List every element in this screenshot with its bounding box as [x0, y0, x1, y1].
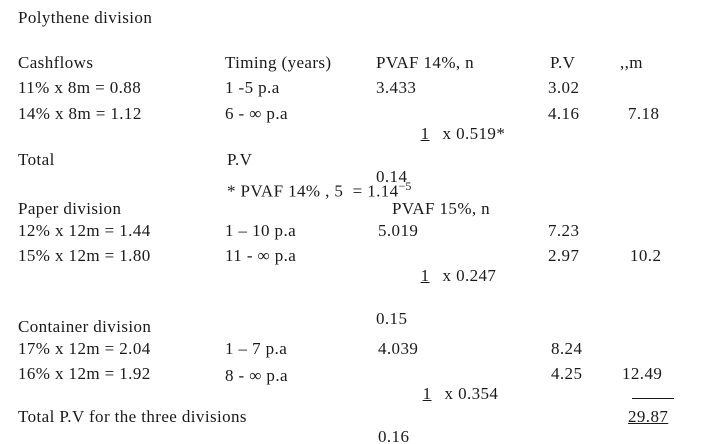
grand-total-label: Total P.V for the three divisions	[18, 407, 247, 426]
col-header-m: ,,m	[620, 53, 643, 72]
fraction-denominator: 0.14	[376, 167, 408, 186]
fraction-multiplier: x 0.519*	[442, 124, 506, 143]
timing-value: 1 -5 p.a	[225, 78, 280, 97]
container-title: Container division	[18, 317, 152, 336]
paper-title: Paper division	[18, 199, 122, 218]
col-header-pvaf-14: PVAF 14%, n	[376, 53, 475, 72]
pvaf-fraction: 1 x 0.519* 0.14	[376, 104, 505, 227]
cashflow-value: 15% x 12m = 1.80	[18, 246, 151, 265]
timing-value: 8 - ∞ p.a	[225, 366, 288, 385]
fraction-numerator: 1	[420, 124, 430, 143]
col-header-timing: Timing (years)	[225, 53, 332, 72]
timing-value: 1 – 7 p.a	[225, 339, 288, 358]
pvaf-value: 5.019	[378, 221, 419, 240]
grand-total-value: 29.87	[628, 407, 669, 426]
pv-value: 8.24	[551, 339, 583, 358]
m-value: 7.18	[628, 104, 660, 123]
timing-value: 11 - ∞ p.a	[225, 246, 297, 265]
pv-value: 2.97	[548, 246, 580, 265]
cashflow-value: 11% x 8m = 0.88	[18, 78, 142, 97]
cashflow-value: 14% x 8m = 1.12	[18, 104, 142, 123]
col-header-cashflows: Cashflows	[18, 53, 94, 72]
fraction-numerator: 1	[420, 266, 430, 285]
m-value: 10.2	[630, 246, 662, 265]
polythene-title: Polythene division	[18, 8, 153, 27]
footnote-exponent: −5	[398, 179, 412, 193]
fraction-multiplier: x 0.247	[442, 266, 497, 285]
pvaf-value: 3.433	[376, 78, 417, 97]
cashflow-value: 17% x 12m = 2.04	[18, 339, 151, 358]
fraction-multiplier: x 0.354	[444, 384, 499, 403]
total-pv-label: P.V	[227, 150, 253, 169]
pv-value: 3.02	[548, 78, 580, 97]
pv-value: 7.23	[548, 221, 580, 240]
cashflow-value: 16% x 12m = 1.92	[18, 364, 151, 383]
footnote-text: * PVAF 14% , 5 = 1.14	[227, 181, 399, 201]
total-label: Total	[18, 150, 55, 169]
fraction-denominator: 0.15	[376, 309, 408, 328]
cashflow-value: 12% x 12m = 1.44	[18, 221, 151, 240]
fraction-numerator: 1	[422, 384, 432, 403]
pvaf-fraction: 1 x 0.354 0.16	[378, 364, 498, 444]
pvaf-footnote: * PVAF 14% , 5 = 1.14−5	[227, 176, 411, 202]
pv-value: 4.25	[551, 364, 583, 383]
pvaf-value: 4.039	[378, 339, 419, 358]
col-header-pvaf-15: PVAF 15%, n	[392, 199, 491, 218]
timing-value: 1 – 10 p.a	[225, 221, 297, 240]
m-value: 12.49	[622, 364, 663, 383]
fraction-denominator: 0.16	[378, 427, 410, 444]
total-rule	[632, 398, 674, 399]
col-header-pv: P.V	[550, 53, 576, 72]
pvaf-fraction: 1 x 0.247 0.15	[376, 246, 496, 369]
pv-value: 4.16	[548, 104, 580, 123]
timing-value: 6 - ∞ p.a	[225, 104, 288, 123]
